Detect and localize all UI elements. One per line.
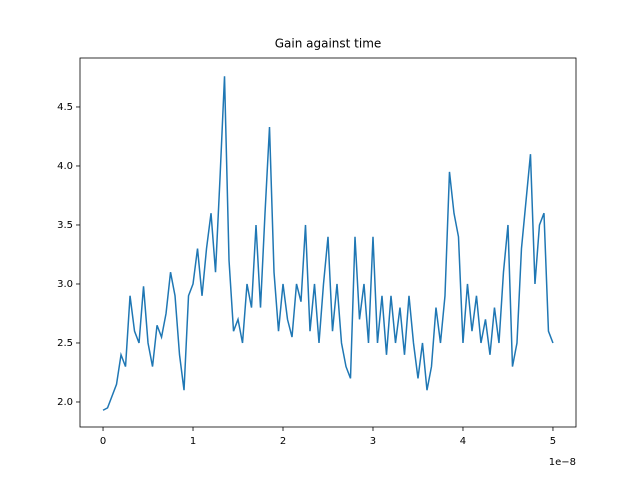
line [102,76,554,411]
chart-title: Gain against time [275,37,382,51]
x-tick-label: 3 [370,436,376,447]
x-tick-label: 1 [190,436,196,447]
x-tick-label: 2 [280,436,286,447]
y-tick-label: 4.0 [57,161,73,172]
y-tick-label: 4.5 [57,102,73,113]
y-tick-label: 3.0 [57,279,73,290]
x-tick-label: 0 [100,436,106,447]
x-tick-label: 5 [550,436,556,447]
x-offset-label: 1e−8 [549,457,576,468]
y-tick-label: 2.5 [57,338,73,349]
axes-frame [79,57,577,428]
x-tick-label: 4 [460,436,466,447]
y-tick-label: 3.5 [57,220,73,231]
y-tick-label: 2.0 [57,397,73,408]
